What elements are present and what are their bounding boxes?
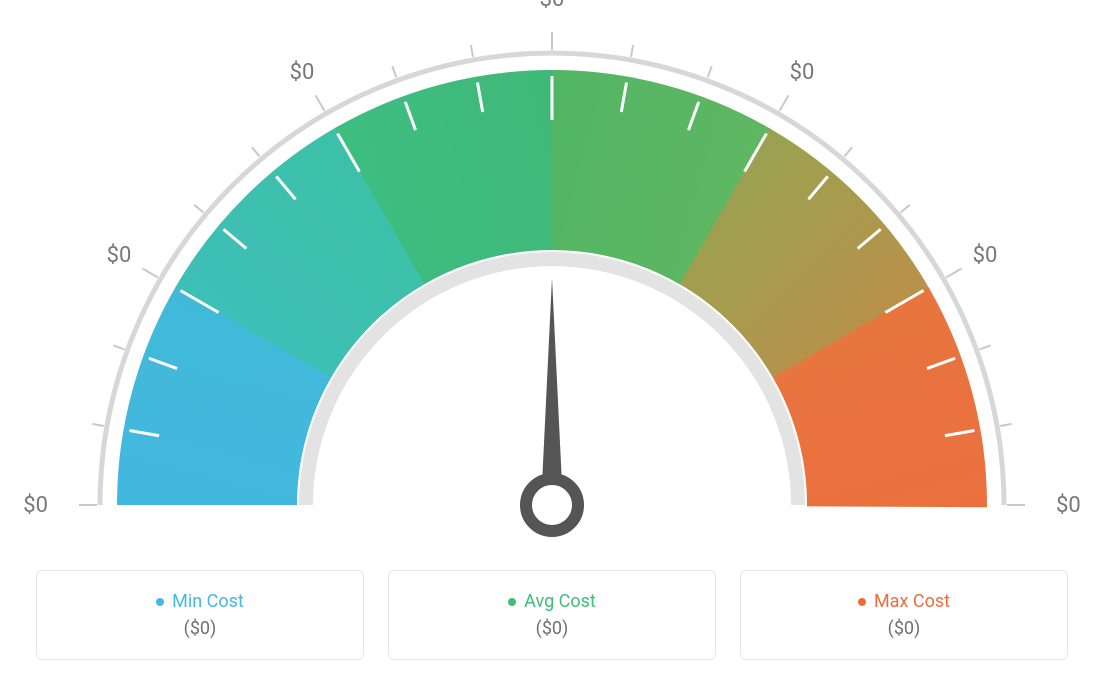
legend-row: Min Cost ($0) Avg Cost ($0) Max Cost ($0…: [36, 570, 1068, 660]
svg-text:$0: $0: [107, 243, 132, 268]
legend-max-label: Max Cost: [874, 591, 950, 612]
svg-text:$0: $0: [790, 60, 815, 85]
svg-text:$0: $0: [540, 0, 565, 12]
legend-max-value: ($0): [888, 618, 921, 639]
svg-text:$0: $0: [23, 493, 48, 518]
legend-max-label-row: Max Cost: [858, 591, 950, 612]
svg-text:$0: $0: [290, 60, 315, 85]
legend-max-cost: Max Cost ($0): [740, 570, 1068, 660]
legend-min-cost: Min Cost ($0): [36, 570, 364, 660]
legend-min-dot: [156, 598, 164, 606]
legend-avg-dot: [508, 598, 516, 606]
legend-avg-cost: Avg Cost ($0): [388, 570, 716, 660]
legend-avg-label-row: Avg Cost: [508, 591, 596, 612]
legend-max-dot: [858, 598, 866, 606]
legend-min-value: ($0): [184, 618, 217, 639]
legend-min-label-row: Min Cost: [156, 591, 244, 612]
legend-min-label: Min Cost: [172, 591, 244, 612]
gauge-chart: $0 $0 $0 $0 $0 $0 $0: [0, 0, 1104, 560]
svg-text:$0: $0: [1056, 493, 1081, 518]
legend-avg-value: ($0): [536, 618, 569, 639]
svg-text:$0: $0: [973, 243, 998, 268]
cost-gauge-widget: $0 $0 $0 $0 $0 $0 $0 Min Cost ($0) Avg Cost ($…: [0, 0, 1104, 690]
legend-avg-label: Avg Cost: [524, 591, 596, 612]
